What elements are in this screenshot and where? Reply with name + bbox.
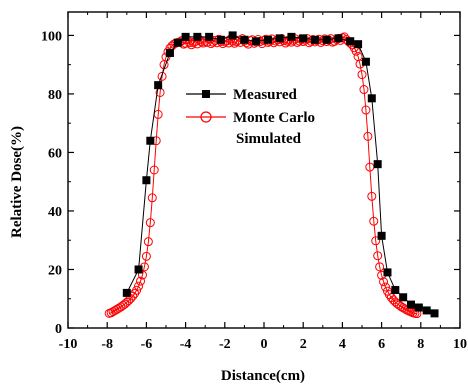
point-measured — [383, 268, 392, 277]
x-tick-label: 2 — [300, 337, 307, 352]
point-monte-carlo-simulated — [361, 105, 371, 115]
x-tick-label: -6 — [141, 337, 153, 352]
point-monte-carlo-simulated — [143, 237, 153, 247]
y-tick-label: 60 — [48, 146, 62, 161]
point-measured — [228, 31, 237, 40]
x-tick-label: -4 — [180, 337, 192, 352]
point-measured — [142, 176, 151, 185]
point-monte-carlo-simulated — [157, 71, 167, 81]
point-monte-carlo-simulated — [359, 85, 369, 95]
point-monte-carlo-simulated — [136, 276, 146, 286]
series-line-measured — [126, 34, 435, 314]
point-monte-carlo-simulated — [375, 262, 385, 272]
y-tick-label: 100 — [41, 29, 62, 44]
point-measured — [216, 35, 225, 44]
x-tick-label: 8 — [417, 337, 424, 352]
point-measured — [299, 34, 308, 43]
point-monte-carlo-simulated — [379, 277, 389, 287]
point-measured — [134, 265, 143, 274]
point-measured — [263, 35, 272, 44]
point-measured — [414, 303, 423, 312]
point-measured — [154, 81, 163, 90]
point-measured — [165, 48, 174, 57]
series-line-monte-carlo-simulated — [109, 36, 417, 315]
point-measured — [122, 288, 131, 297]
x-tick-label: 10 — [453, 337, 467, 352]
point-monte-carlo-simulated — [367, 191, 377, 201]
x-tick-label: -2 — [219, 337, 231, 352]
plot-frame — [67, 11, 461, 329]
point-measured — [354, 40, 363, 49]
point-measured — [377, 231, 386, 240]
point-monte-carlo-simulated — [373, 251, 383, 261]
point-measured — [310, 35, 319, 44]
point-measured — [146, 136, 155, 145]
point-monte-carlo-simulated — [363, 131, 373, 141]
point-monte-carlo-simulated — [371, 236, 381, 246]
point-monte-carlo-simulated — [381, 282, 391, 292]
point-monte-carlo-simulated — [357, 70, 367, 80]
point-measured — [240, 35, 249, 44]
y-tick-label: 0 — [55, 322, 62, 337]
x-tick-label: -10 — [59, 337, 78, 352]
x-tick-label: -8 — [101, 337, 113, 352]
point-measured — [361, 57, 370, 66]
point-monte-carlo-simulated — [147, 193, 157, 203]
legend: Measured Monte Carlo Simulated — [186, 87, 315, 147]
legend-label-simulated-line1: Monte Carlo — [233, 110, 315, 126]
point-monte-carlo-simulated — [141, 251, 151, 261]
y-tick-label: 80 — [48, 88, 62, 103]
point-measured — [334, 34, 343, 43]
point-measured — [430, 309, 439, 318]
point-measured — [287, 32, 296, 41]
point-measured — [391, 285, 400, 294]
legend-marker-measured — [202, 90, 210, 98]
point-measured — [181, 32, 190, 41]
point-measured — [422, 306, 431, 315]
plot-border — [67, 11, 461, 329]
point-monte-carlo-simulated — [369, 216, 379, 226]
legend-label-simulated-line2: Simulated — [236, 131, 302, 147]
x-axis-label: Distance(cm) — [221, 368, 305, 384]
legend-label-measured: Measured — [233, 87, 298, 103]
point-measured — [205, 32, 214, 41]
point-measured — [252, 37, 261, 46]
series-layer — [104, 31, 439, 319]
point-monte-carlo-simulated — [149, 165, 159, 175]
point-measured — [399, 293, 408, 302]
point-measured — [275, 34, 284, 43]
point-measured — [373, 160, 382, 169]
y-tick-label: 40 — [48, 205, 62, 220]
point-measured — [322, 35, 331, 44]
y-axis-label: Relative Dose(%) — [9, 126, 25, 238]
point-monte-carlo-simulated — [134, 281, 144, 291]
point-monte-carlo-simulated — [145, 218, 155, 228]
point-monte-carlo-simulated — [132, 285, 142, 295]
x-tick-label: 4 — [339, 337, 346, 352]
x-tick-label: 6 — [378, 337, 385, 352]
x-tick-label: 0 — [261, 337, 268, 352]
point-measured — [367, 94, 376, 103]
point-measured — [173, 38, 182, 47]
point-measured — [193, 32, 202, 41]
y-tick-label: 20 — [48, 263, 62, 278]
point-measured — [407, 300, 415, 309]
point-measured — [346, 37, 355, 46]
legend-marker-simulated — [200, 111, 212, 123]
